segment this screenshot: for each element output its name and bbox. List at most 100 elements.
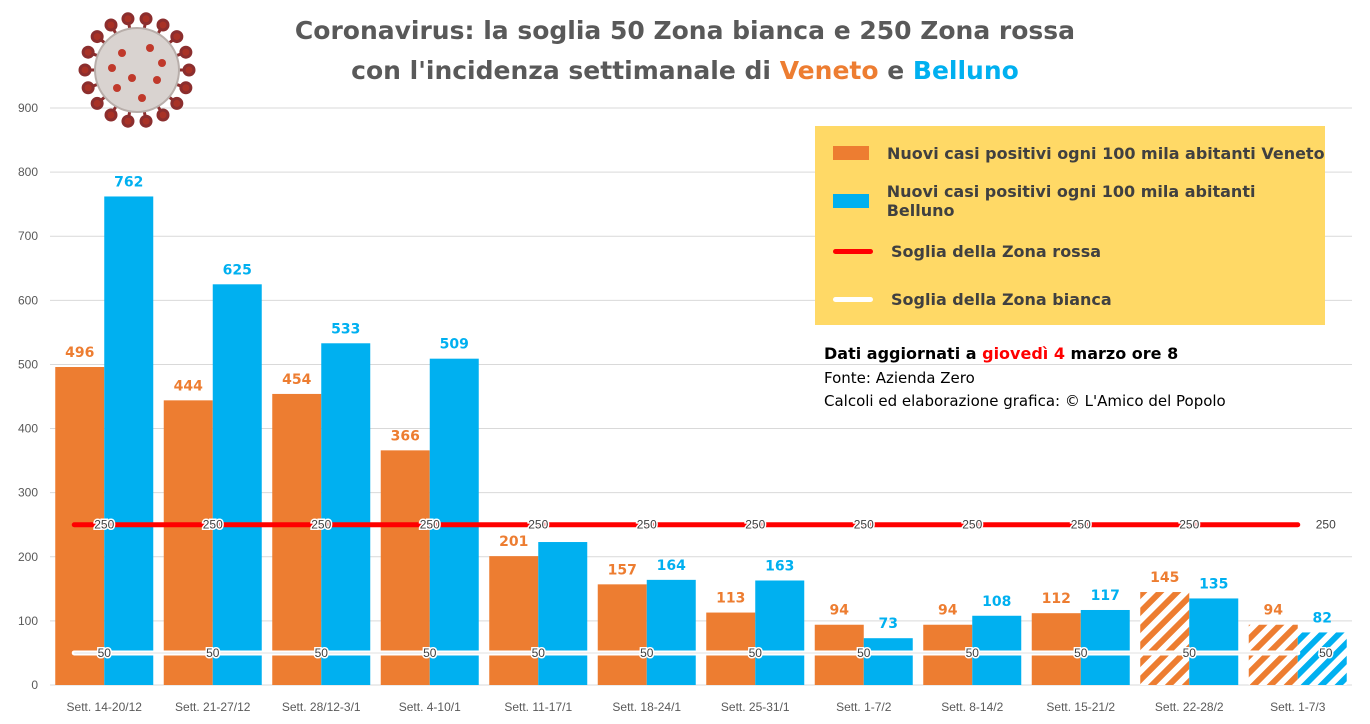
legend-item-veneto: Nuovi casi positivi ogni 100 mila abitan… bbox=[833, 138, 1325, 168]
threshold-label-rossa: 250 bbox=[637, 518, 657, 532]
data-label-belluno: 117 bbox=[1091, 588, 1120, 604]
data-label-veneto: 94 bbox=[830, 603, 850, 619]
threshold-label-rossa: 250 bbox=[528, 518, 548, 532]
bar-belluno bbox=[646, 579, 696, 685]
source-note: Fonte: Azienda Zero bbox=[824, 369, 975, 387]
data-label-belluno: 163 bbox=[765, 558, 794, 574]
data-label-veneto: 94 bbox=[1264, 603, 1284, 619]
data-label-veneto: 201 bbox=[499, 534, 528, 550]
x-tick-label: Sett. 28/12-3/1 bbox=[282, 700, 361, 714]
legend: Nuovi casi positivi ogni 100 mila abitan… bbox=[815, 126, 1325, 325]
bar-belluno bbox=[972, 615, 1022, 685]
data-label-belluno: 135 bbox=[1199, 576, 1228, 592]
x-tick-label: Sett. 11-17/1 bbox=[504, 700, 572, 714]
threshold-label-rossa: 250 bbox=[420, 518, 440, 532]
threshold-label-rossa: 250 bbox=[1179, 518, 1199, 532]
data-label-belluno: 108 bbox=[982, 594, 1011, 610]
y-tick-label: 500 bbox=[18, 357, 38, 371]
threshold-label-rossa: 250 bbox=[1316, 518, 1336, 532]
threshold-label-bianca: 50 bbox=[206, 646, 220, 660]
data-label-belluno: 82 bbox=[1313, 610, 1332, 626]
threshold-label-rossa: 250 bbox=[745, 518, 765, 532]
legend-item-bianca: Soglia della Zona bianca bbox=[833, 284, 1112, 314]
title-veneto: Veneto bbox=[779, 56, 879, 85]
x-tick-label: Sett. 4-10/1 bbox=[399, 700, 461, 714]
x-tick-label: Sett. 1-7/2 bbox=[836, 700, 892, 714]
bar-veneto bbox=[1031, 613, 1081, 685]
bar-veneto bbox=[380, 450, 430, 685]
bar-belluno bbox=[212, 284, 262, 685]
data-label-veneto: 113 bbox=[716, 591, 745, 607]
labels: 0 100 200 300 400 500 600 700 800 900 496 762 Sett. … bbox=[18, 101, 1338, 714]
legend-item-belluno: Nuovi casi positivi ogni 100 mila abitan… bbox=[833, 182, 1325, 220]
y-tick-label: 700 bbox=[18, 229, 38, 243]
gridlines bbox=[50, 107, 1352, 686]
bar-veneto bbox=[489, 556, 539, 685]
data-label-belluno: 164 bbox=[657, 558, 686, 574]
threshold-lines bbox=[71, 522, 1301, 656]
threshold-label-bianca: 50 bbox=[640, 646, 654, 660]
data-label-veneto: 157 bbox=[608, 562, 637, 578]
threshold-label-rossa: 250 bbox=[1071, 518, 1091, 532]
data-label-veneto: 454 bbox=[282, 372, 311, 388]
threshold-label-bianca: 50 bbox=[1319, 646, 1333, 660]
threshold-label-bianca: 50 bbox=[966, 646, 980, 660]
data-label-veneto: 112 bbox=[1042, 591, 1071, 607]
legend-swatch-veneto bbox=[833, 146, 869, 160]
bar-veneto bbox=[706, 612, 756, 685]
bar-veneto bbox=[163, 400, 213, 685]
x-tick-label: Sett. 1-7/3 bbox=[1270, 700, 1326, 714]
bar-belluno bbox=[321, 343, 371, 685]
data-label-belluno: 762 bbox=[114, 174, 143, 190]
threshold-label-bianca: 50 bbox=[749, 646, 763, 660]
threshold-label-rossa: 250 bbox=[203, 518, 223, 532]
bar-belluno bbox=[1080, 609, 1130, 685]
data-label-veneto: 145 bbox=[1150, 570, 1179, 586]
data-label-veneto: 496 bbox=[65, 345, 94, 361]
y-tick-label: 200 bbox=[18, 550, 38, 564]
threshold-label-rossa: 250 bbox=[854, 518, 874, 532]
data-label-veneto: 444 bbox=[174, 378, 203, 394]
bar-belluno bbox=[104, 196, 154, 685]
y-tick-label: 600 bbox=[18, 293, 38, 307]
credit-note: Calcoli ed elaborazione grafica: © L'Ami… bbox=[824, 392, 1226, 410]
threshold-label-bianca: 50 bbox=[1183, 646, 1197, 660]
y-tick-label: 900 bbox=[18, 101, 38, 115]
x-tick-label: Sett. 22-28/2 bbox=[1155, 700, 1224, 714]
y-tick-label: 400 bbox=[18, 422, 38, 436]
x-tick-label: Sett. 15-21/2 bbox=[1046, 700, 1115, 714]
threshold-label-bianca: 50 bbox=[1074, 646, 1088, 660]
y-tick-label: 300 bbox=[18, 486, 38, 500]
threshold-label-rossa: 250 bbox=[311, 518, 331, 532]
data-label-belluno: 533 bbox=[331, 321, 360, 337]
legend-swatch-bianca bbox=[833, 296, 873, 302]
update-note: Dati aggiornati a giovedì 4 marzo ore 8 bbox=[824, 344, 1179, 363]
x-tick-label: Sett. 25-31/1 bbox=[721, 700, 790, 714]
threshold-label-bianca: 50 bbox=[857, 646, 871, 660]
data-label-veneto: 366 bbox=[391, 428, 420, 444]
threshold-label-bianca: 50 bbox=[423, 646, 437, 660]
data-label-veneto: 94 bbox=[938, 603, 958, 619]
threshold-label-bianca: 50 bbox=[532, 646, 546, 660]
bar-veneto bbox=[272, 393, 322, 685]
x-tick-label: Sett. 21-27/12 bbox=[175, 700, 251, 714]
data-label-belluno: 509 bbox=[440, 337, 469, 353]
threshold-label-rossa: 250 bbox=[962, 518, 982, 532]
threshold-label-rossa: 250 bbox=[94, 518, 114, 532]
chart-title-line1: Coronavirus: la soglia 50 Zona bianca e … bbox=[294, 16, 1076, 45]
x-tick-label: Sett. 14-20/12 bbox=[67, 700, 143, 714]
x-tick-label: Sett. 8-14/2 bbox=[941, 700, 1003, 714]
legend-item-rossa: Soglia della Zona rossa bbox=[833, 236, 1101, 266]
bar-veneto bbox=[1140, 592, 1190, 685]
y-tick-label: 0 bbox=[31, 678, 38, 692]
y-tick-label: 800 bbox=[18, 165, 38, 179]
threshold-label-bianca: 50 bbox=[315, 646, 329, 660]
threshold-label-bianca: 50 bbox=[98, 646, 112, 660]
legend-swatch-rossa bbox=[833, 248, 873, 254]
legend-swatch-belluno bbox=[833, 194, 869, 208]
bar-belluno bbox=[1297, 632, 1347, 685]
bar-belluno bbox=[755, 580, 805, 685]
x-tick-label: Sett. 18-24/1 bbox=[612, 700, 681, 714]
data-label-belluno: 625 bbox=[223, 262, 252, 278]
